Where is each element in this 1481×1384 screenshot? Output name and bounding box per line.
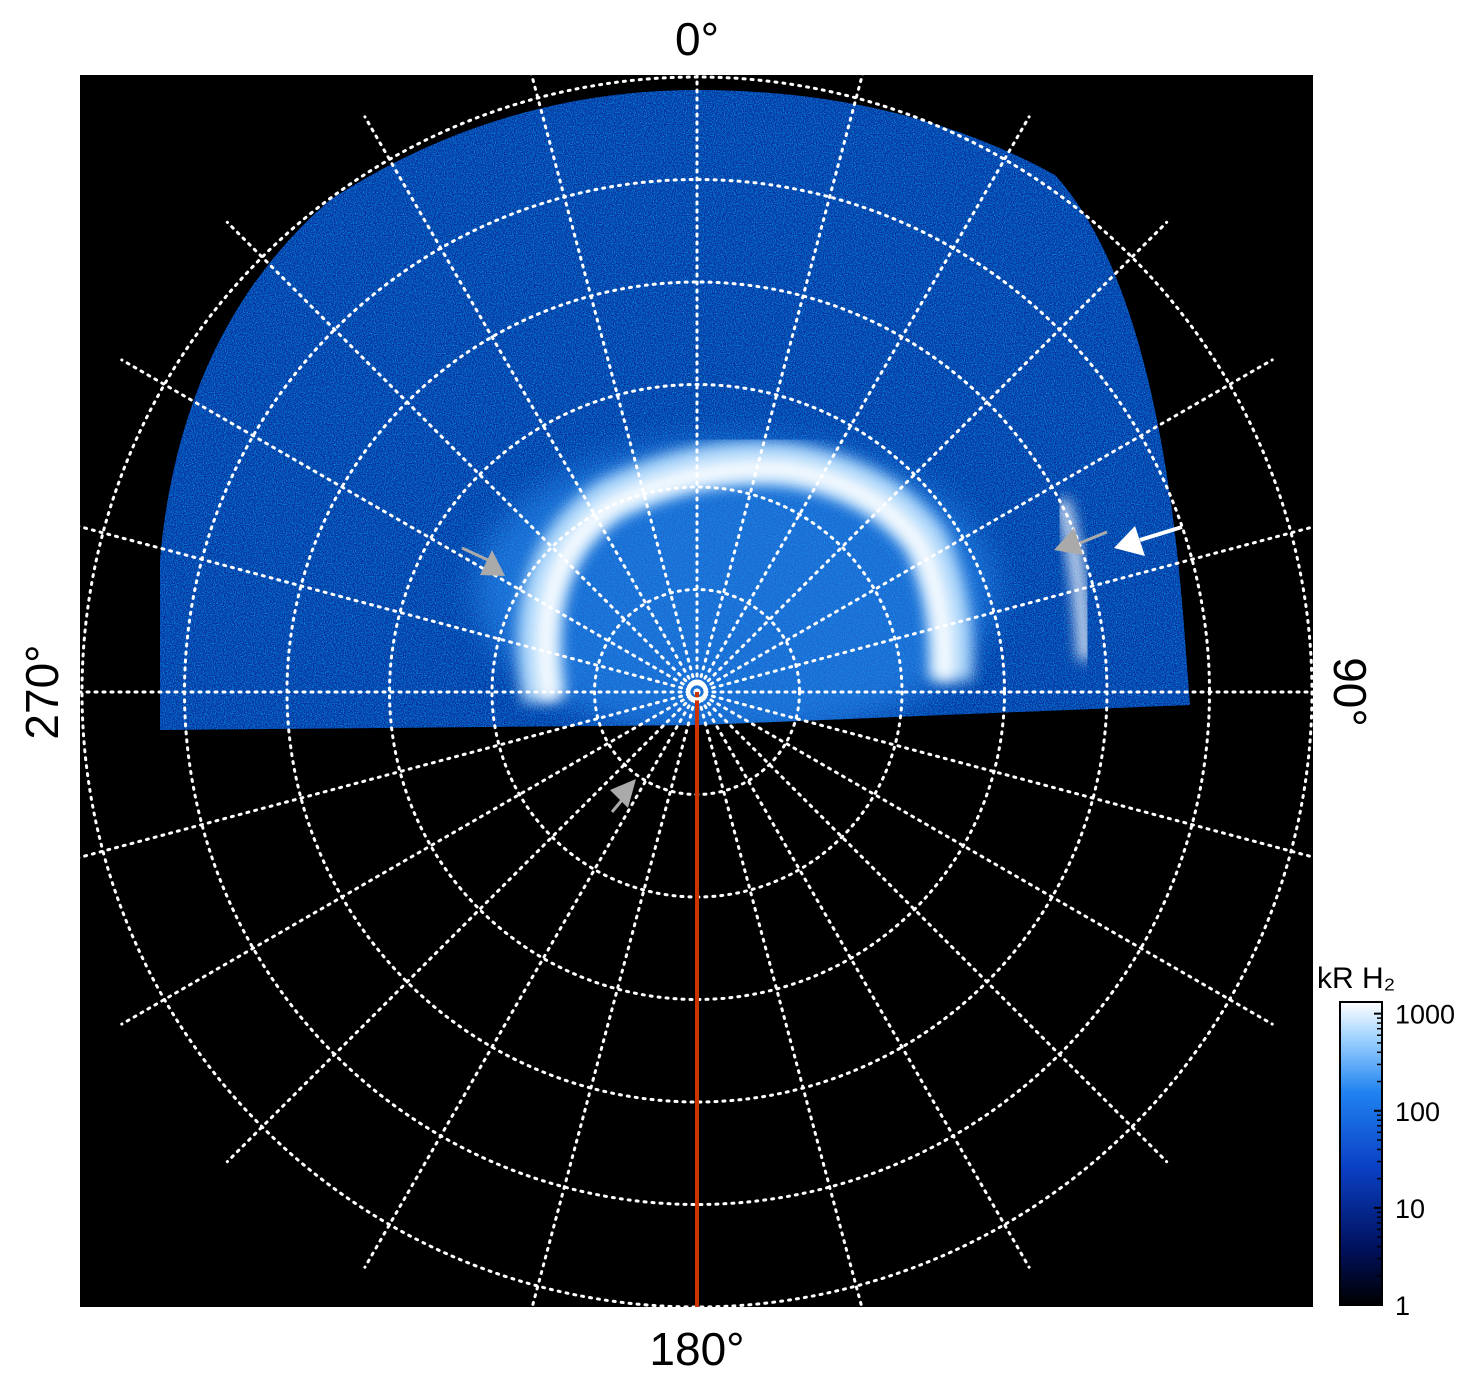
arrow-right-gray — [1054, 528, 1108, 555]
grid-spoke — [695, 525, 1313, 694]
grid-spoke — [695, 690, 1031, 1269]
colorbar-tick-label: 10 — [1395, 1194, 1425, 1224]
grid-spoke — [363, 115, 699, 694]
grid-spoke — [695, 358, 1274, 694]
grid-spoke — [695, 690, 864, 1307]
grid-spoke — [120, 690, 699, 1026]
grid-spoke — [120, 358, 699, 694]
grid-spoke — [695, 115, 1031, 694]
grid-spoke — [80, 690, 699, 859]
angle-label-right: 90° — [1324, 657, 1376, 727]
colorbar: kR H₂ 1 10 100 1000 — [1317, 962, 1455, 1321]
emission-region — [160, 90, 1190, 730]
colorbar-gradient — [1339, 1001, 1383, 1306]
angle-label-left: 270° — [16, 644, 68, 739]
angle-label-bottom: 180° — [649, 1323, 744, 1375]
arrow-right-white — [1114, 525, 1183, 556]
grid-spoke — [695, 690, 1169, 1164]
pole-marker — [686, 679, 708, 701]
colorbar-tick-label: 100 — [1395, 1097, 1440, 1127]
grid-spoke — [695, 220, 1169, 694]
grid-spoke — [530, 690, 699, 1307]
grid-spoke — [695, 75, 864, 694]
colorbar-tick-label: 1000 — [1395, 1000, 1455, 1030]
angle-label-top: 0° — [675, 13, 719, 65]
colorbar-ticks: 1 10 100 1000 — [1374, 1000, 1455, 1321]
grid-spoke — [225, 220, 699, 694]
colorbar-title: kR H₂ — [1317, 962, 1395, 995]
grid-spoke — [695, 690, 1274, 1026]
grid-spoke — [363, 690, 699, 1269]
colorbar-tick-label: 1 — [1395, 1291, 1410, 1321]
grid-spoke — [695, 690, 1313, 859]
grid-spoke — [80, 525, 699, 694]
arrow-below-pole — [610, 779, 636, 813]
arrow-left-oval — [461, 546, 505, 576]
grid-spoke — [225, 690, 699, 1164]
grid-spoke — [530, 75, 699, 694]
